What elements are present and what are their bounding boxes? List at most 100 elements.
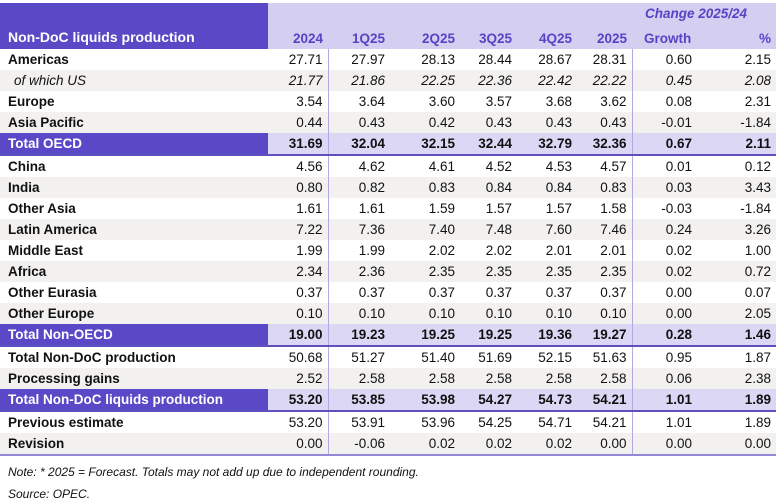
value-cell: 0.84: [517, 177, 577, 198]
value-cell: 1.57: [545, 201, 572, 216]
value-cell: 0.43: [517, 112, 577, 133]
table-row-total-non-oecd: Total Non-OECD 19.00 19.23 19.25 19.25 19.36 1…: [0, 324, 776, 347]
column-header-2025: 2025: [577, 24, 632, 49]
row-label: India: [0, 177, 268, 198]
header-spacer: [268, 3, 632, 24]
row-label: Total Non-DoC production: [8, 350, 176, 365]
value-cell: 3.68: [545, 94, 572, 109]
value-cell: 1.57: [485, 201, 512, 216]
value-cell: 0.00: [697, 433, 776, 456]
row-label: Americas: [8, 52, 69, 67]
value-cell: 2.35: [577, 261, 633, 282]
value-cell: 51.27: [351, 350, 385, 365]
value-cell: 1.01: [632, 389, 697, 412]
value-cell: 1.61: [358, 201, 385, 216]
value-cell: 0.28: [632, 324, 697, 347]
value-cell: 28.67: [538, 52, 572, 67]
table-row-china: China 4.56 4.62 4.61 4.52 4.53 4.57 0.01 0.12: [0, 155, 776, 177]
value-cell: 2.58: [460, 368, 517, 389]
value-cell: 3.57: [485, 94, 512, 109]
value-cell: 2.02: [485, 243, 512, 258]
value-cell: 0.10: [517, 303, 577, 324]
value-cell: 22.42: [517, 70, 577, 91]
note-text: Note: * 2025 = Forecast. Totals may not …: [8, 465, 419, 479]
value-cell: 2.35: [460, 261, 517, 282]
row-label: Europe: [8, 94, 55, 109]
row-label: Other Eurasia: [8, 285, 97, 300]
value-cell: -0.06: [328, 433, 390, 456]
value-cell: 31.69: [268, 133, 329, 156]
value-cell: 2.15: [744, 52, 771, 67]
value-cell: -1.84: [740, 201, 771, 216]
table-row-other-europe: Other Europe 0.10 0.10 0.10 0.10 0.10 0.10 0.00…: [0, 303, 776, 324]
value-cell: 28.31: [577, 49, 633, 70]
value-cell: 0.02: [390, 433, 460, 456]
value-cell: 4.52: [485, 159, 512, 174]
value-cell: 53.98: [390, 389, 460, 412]
table-row-americas: Americas 27.71 27.97 28.13 28.44 28.67 28.31 0.…: [0, 49, 776, 70]
value-cell: -1.84: [697, 112, 776, 133]
value-cell: 0.01: [665, 159, 692, 174]
value-cell: 2.34: [268, 261, 329, 282]
table-header: Non-DoC liquids production Change 2025/2…: [0, 3, 776, 49]
table-row-latin-america: Latin America 7.22 7.36 7.40 7.48 7.60 7.46 0.2…: [0, 219, 776, 240]
value-cell: 0.10: [577, 303, 633, 324]
value-cell: 0.06: [632, 368, 697, 389]
value-cell: 2.01: [577, 240, 633, 261]
value-cell: 2.52: [268, 368, 329, 389]
column-header-1q25: 1Q25: [328, 24, 390, 49]
table-body: Americas 27.71 27.97 28.13 28.44 28.67 28.31 0.…: [0, 49, 776, 456]
value-cell: 0.24: [632, 219, 697, 240]
value-cell: 54.73: [517, 389, 577, 412]
value-cell: 0.37: [358, 285, 385, 300]
value-cell: 32.44: [460, 133, 517, 156]
row-label: Asia Pacific: [0, 112, 268, 133]
value-cell: 1.61: [268, 198, 329, 219]
value-cell: 2.11: [697, 133, 776, 156]
row-label: Other Asia: [8, 201, 76, 216]
value-cell: 32.15: [390, 133, 460, 156]
row-label: Total Non-OECD: [0, 324, 268, 347]
value-cell: 0.00: [632, 433, 697, 456]
value-cell: 53.91: [351, 415, 385, 430]
table-row-other-eurasia: Other Eurasia 0.37 0.37 0.37 0.37 0.37 0.37 0.0…: [0, 282, 776, 303]
value-cell: 1.99: [358, 243, 385, 258]
value-cell: 7.36: [328, 219, 390, 240]
value-cell: 7.48: [460, 219, 517, 240]
value-cell: 2.31: [744, 94, 771, 109]
row-label: Processing gains: [0, 368, 268, 389]
value-cell: -0.01: [632, 112, 697, 133]
table-row-middle-east: Middle East 1.99 1.99 2.02 2.02 2.01 2.01 0.02 1…: [0, 240, 776, 261]
value-cell: 1.01: [665, 415, 692, 430]
value-cell: 2.36: [328, 261, 390, 282]
table-title: Non-DoC liquids production: [0, 3, 268, 49]
value-cell: 7.40: [390, 219, 460, 240]
value-cell: 0.10: [390, 303, 460, 324]
value-cell: 53.96: [421, 415, 455, 430]
row-label: Previous estimate: [8, 415, 124, 430]
value-cell: 0.07: [744, 285, 771, 300]
row-label: Total OECD: [0, 133, 268, 156]
value-cell: 3.26: [697, 219, 776, 240]
value-cell: 53.85: [328, 389, 390, 412]
value-cell: 0.72: [697, 261, 776, 282]
table-row-revision: Revision 0.00 -0.06 0.02 0.02 0.02 0.00 0.00 0.0…: [0, 433, 776, 456]
value-cell: 28.44: [478, 52, 512, 67]
row-label: Middle East: [8, 243, 84, 258]
value-cell: 0.95: [665, 350, 692, 365]
value-cell: 4.56: [268, 155, 329, 177]
value-cell: 0.83: [390, 177, 460, 198]
value-cell: 0.10: [268, 303, 329, 324]
change-header-row: Non-DoC liquids production Change 2025/2…: [0, 3, 776, 49]
value-cell: 0.00: [268, 433, 329, 456]
value-cell: 1.89: [697, 389, 776, 412]
value-cell: 0.45: [632, 70, 697, 91]
value-cell: 32.36: [577, 133, 633, 156]
value-cell: 0.67: [632, 133, 697, 156]
value-cell: 27.71: [268, 49, 329, 70]
value-cell: 1.46: [697, 324, 776, 347]
change-2025-24-header: Change 2025/24: [632, 3, 776, 24]
value-cell: 19.25: [390, 324, 460, 347]
table-row-europe: Europe 3.54 3.64 3.60 3.57 3.68 3.62 0.08 2.31: [0, 91, 776, 112]
value-cell: 3.60: [428, 94, 455, 109]
